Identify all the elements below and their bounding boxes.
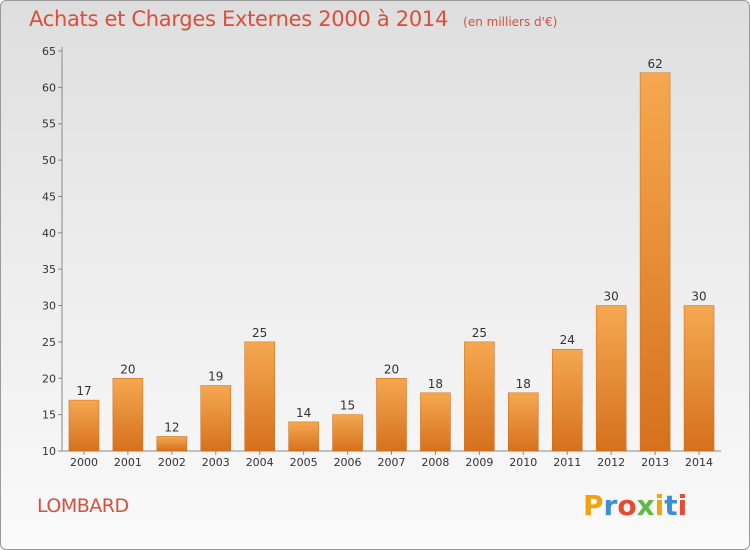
bar-value-label: 14 bbox=[296, 406, 311, 420]
chart-subtitle: (en milliers d'€) bbox=[463, 15, 558, 29]
x-tick-label: 2010 bbox=[509, 456, 537, 469]
bar bbox=[288, 421, 319, 452]
bar bbox=[639, 72, 671, 452]
logo-letter: i bbox=[654, 489, 665, 522]
y-tick-label: 45 bbox=[42, 190, 56, 203]
y-tick-label: 10 bbox=[42, 445, 56, 458]
y-tick-label: 55 bbox=[42, 118, 56, 131]
bar-value-label: 24 bbox=[560, 333, 575, 347]
x-tick-label: 2011 bbox=[553, 456, 581, 469]
bar-value-label: 17 bbox=[76, 384, 91, 398]
bar-value-label: 20 bbox=[120, 362, 135, 376]
logo-letter: i bbox=[677, 489, 688, 522]
logo-letter: t bbox=[664, 489, 678, 522]
y-tick-label: 20 bbox=[42, 372, 56, 385]
x-tick-label: 2013 bbox=[641, 456, 669, 469]
bar-value-label: 62 bbox=[647, 57, 662, 71]
bar-value-label: 25 bbox=[472, 326, 487, 340]
x-tick-label: 2002 bbox=[158, 456, 186, 469]
y-tick-label: 65 bbox=[42, 45, 56, 58]
bar bbox=[244, 341, 275, 452]
bar-value-label: 15 bbox=[340, 399, 355, 413]
x-tick-label: 2014 bbox=[685, 456, 713, 469]
bar-value-label: 30 bbox=[691, 290, 706, 304]
axes: 10 15 20 25 30 35 40 45 50 55 60 65 2000 2001 2002 2003… bbox=[42, 45, 721, 469]
bar bbox=[464, 341, 495, 452]
bar-value-label: 18 bbox=[516, 377, 531, 391]
bar-value-label: 25 bbox=[252, 326, 267, 340]
bar bbox=[376, 378, 407, 452]
logo-letter: x bbox=[636, 489, 655, 522]
x-tick-label: 2004 bbox=[246, 456, 274, 469]
x-tick-label: 2007 bbox=[378, 456, 406, 469]
x-tick-label: 2000 bbox=[70, 456, 98, 469]
x-tick-label: 2012 bbox=[597, 456, 625, 469]
bar bbox=[112, 378, 144, 452]
bar-value-label: 20 bbox=[384, 362, 399, 376]
bar-value-label: 12 bbox=[164, 420, 179, 434]
bar bbox=[68, 399, 100, 452]
bar-value-label: 30 bbox=[604, 290, 619, 304]
x-tick-label: 2006 bbox=[334, 456, 362, 469]
bar-value-label: 19 bbox=[208, 370, 223, 384]
bar bbox=[683, 305, 715, 452]
y-tick-label: 15 bbox=[42, 409, 56, 422]
bar bbox=[420, 392, 451, 452]
location-name: LOMBARD bbox=[37, 495, 129, 517]
bar bbox=[200, 385, 232, 452]
chart-title: Achats et Charges Externes 2000 à 2014 bbox=[29, 7, 449, 31]
logo-letter: r bbox=[603, 489, 618, 522]
bar bbox=[551, 348, 583, 452]
y-tick-label: 25 bbox=[42, 336, 56, 349]
x-tick-label: 2009 bbox=[465, 456, 493, 469]
bar bbox=[508, 392, 539, 452]
x-tick-label: 2005 bbox=[290, 456, 318, 469]
logo-letter: o bbox=[617, 489, 637, 522]
x-tick-label: 2003 bbox=[202, 456, 230, 469]
y-tick-label: 50 bbox=[42, 154, 56, 167]
logo-letter: P bbox=[583, 489, 604, 522]
bar bbox=[332, 414, 363, 452]
y-tick-label: 60 bbox=[42, 81, 56, 94]
y-tick-label: 30 bbox=[42, 300, 56, 313]
y-tick-label: 35 bbox=[42, 263, 56, 276]
bar-series: 17 20 12 19 25 14 15 20 18 25 18 24 30 62 30 bbox=[68, 57, 715, 452]
chart-header: Achats et Charges Externes 2000 à 2014 (… bbox=[29, 7, 557, 31]
bar-value-label: 18 bbox=[428, 377, 443, 391]
proxiti-logo: Proxiti bbox=[583, 489, 687, 522]
x-tick-label: 2008 bbox=[421, 456, 449, 469]
bar bbox=[595, 305, 627, 452]
y-tick-label: 40 bbox=[42, 227, 56, 240]
x-tick-label: 2001 bbox=[114, 456, 142, 469]
bar bbox=[156, 436, 188, 452]
